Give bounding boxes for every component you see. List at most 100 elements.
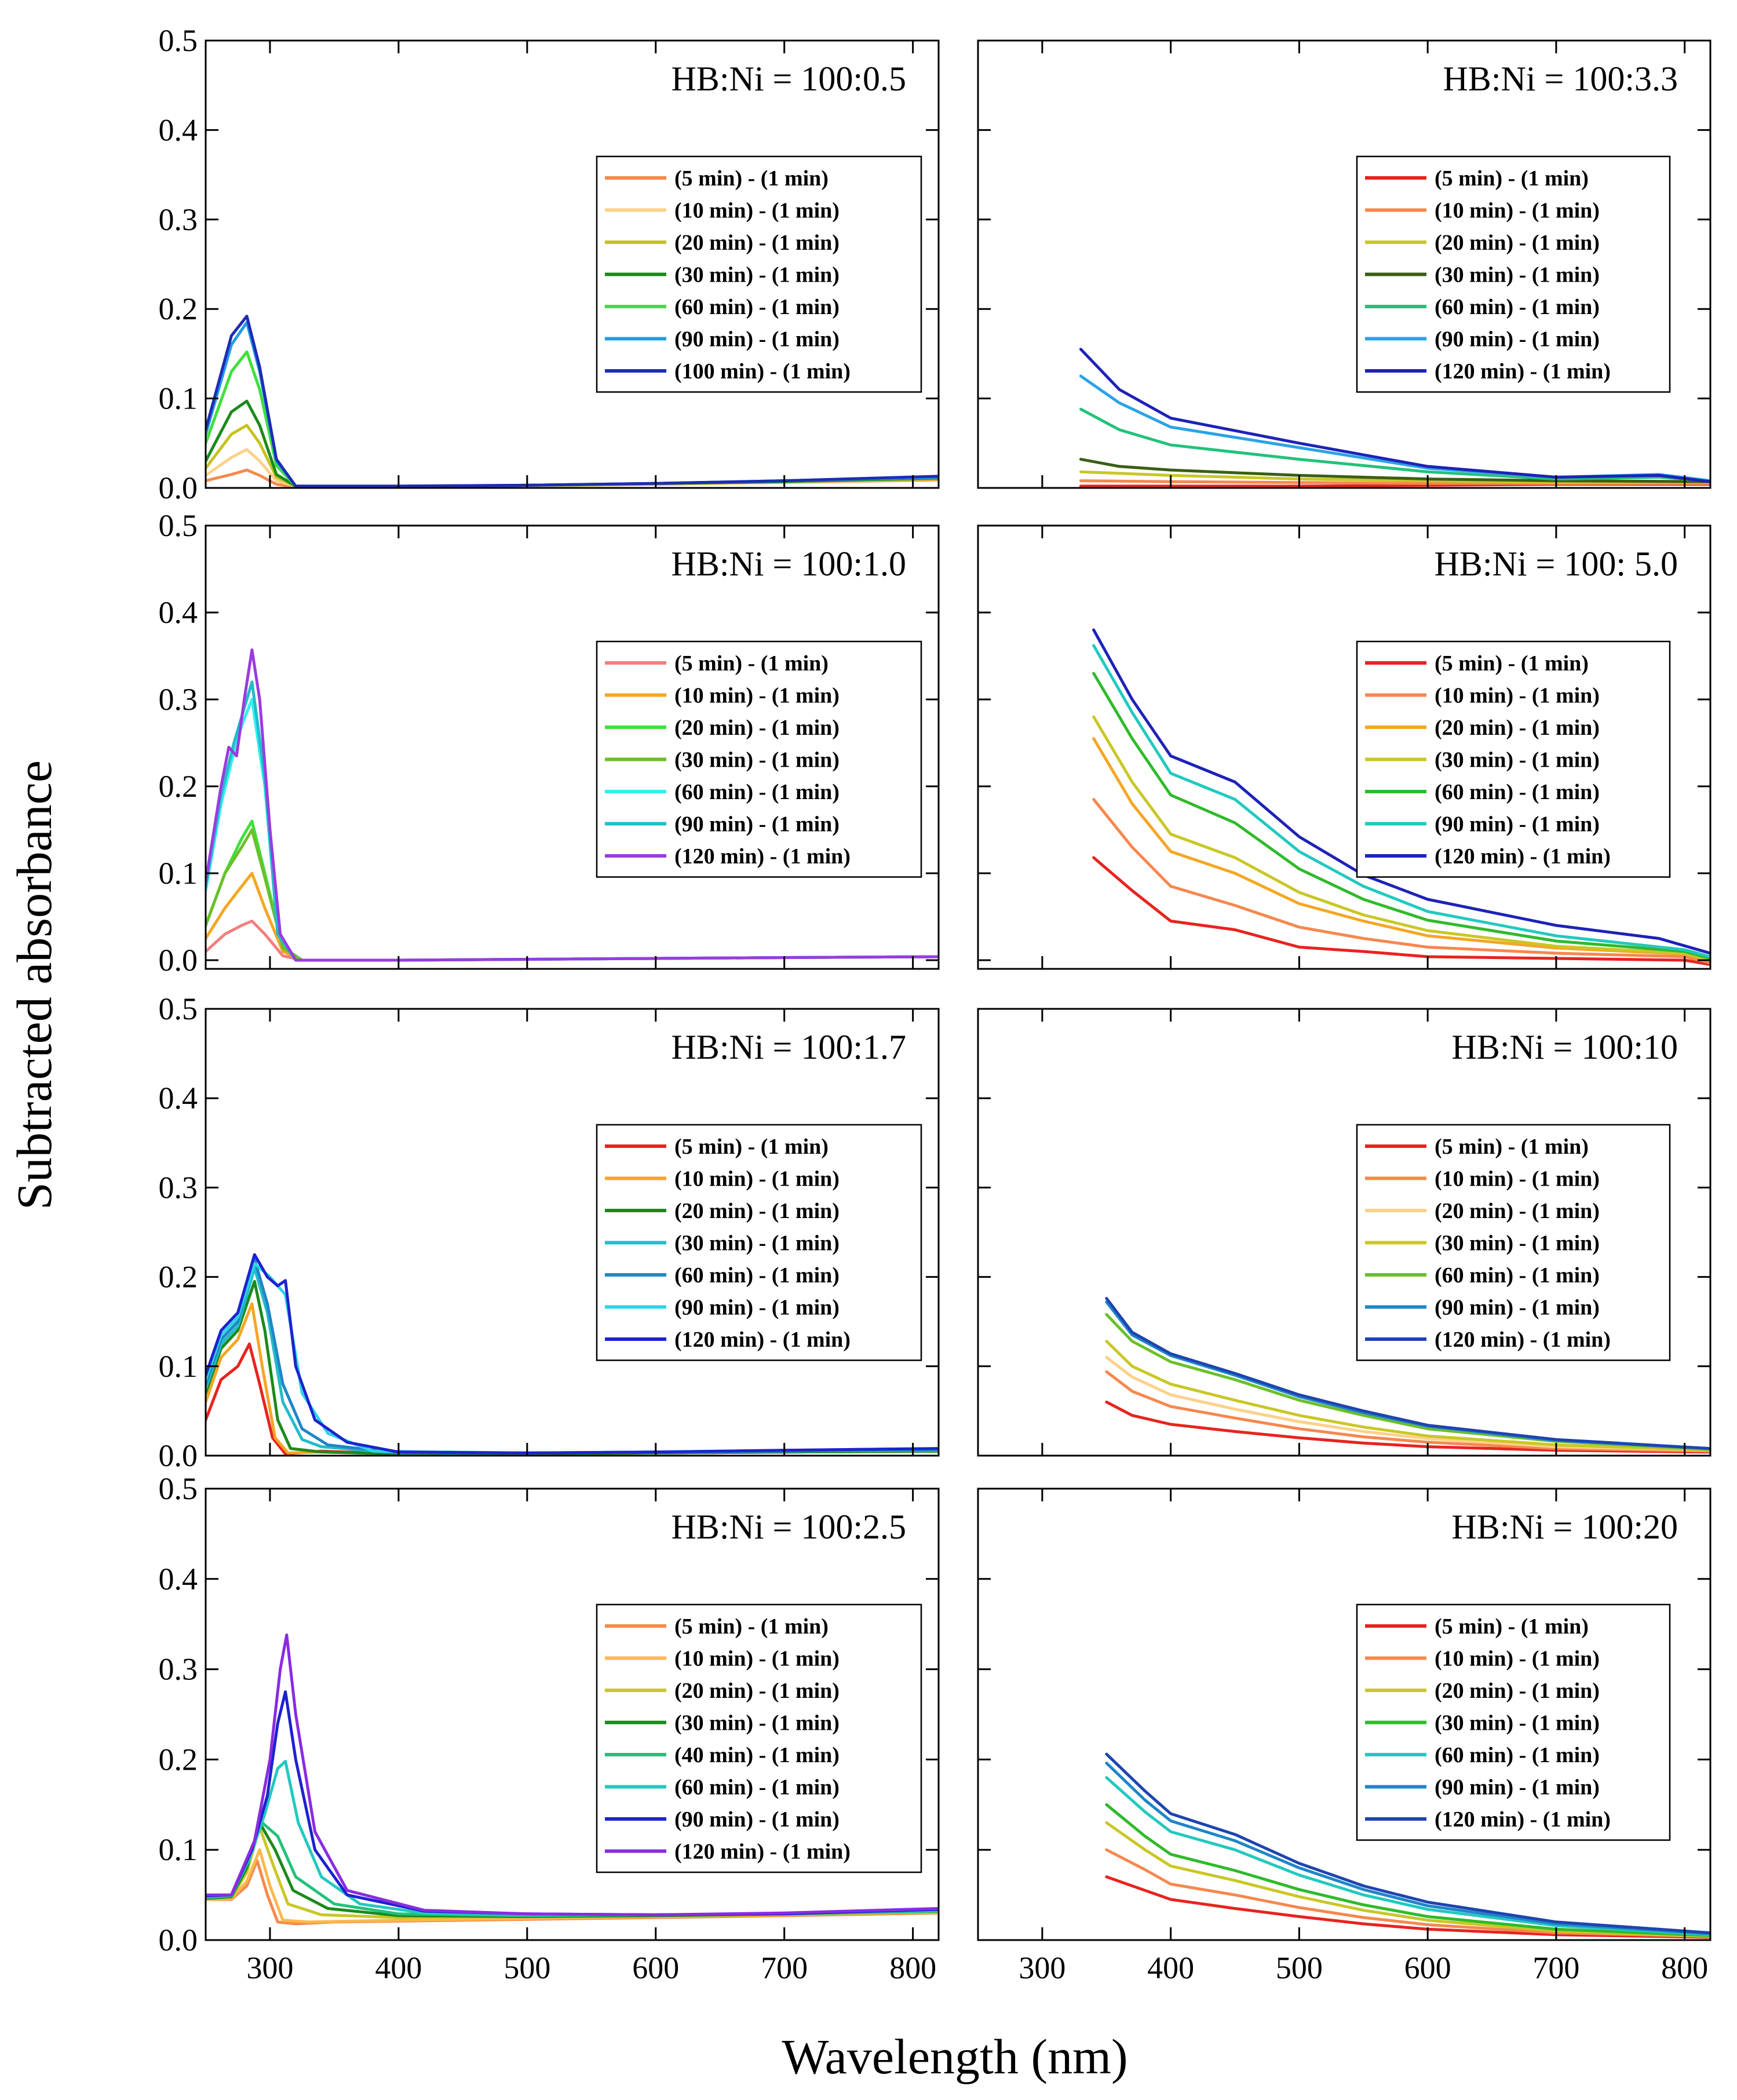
panel-3: 0.0 0.1 0.2 0.3 0.4 0.5 HB:Ni = 100:1.0 (5 min)…	[159, 508, 940, 978]
legend-label-5: (60 min) - (1 min)	[674, 780, 840, 804]
x-tick-label: 300	[246, 1950, 293, 1985]
legend-label-2: (10 min) - (1 min)	[674, 1647, 840, 1671]
series-group	[1105, 1752, 1710, 1939]
panel-title: HB:Ni = 100:0.5	[671, 60, 906, 98]
x-tick-label: 700	[1532, 1950, 1579, 1985]
y-tick-label: 0.5	[159, 991, 198, 1026]
series-line-1	[1092, 856, 1710, 966]
series-line-7	[1092, 628, 1710, 955]
legend-label-3: (20 min) - (1 min)	[1435, 231, 1600, 255]
legend-label-1: (5 min) - (1 min)	[674, 166, 829, 191]
legend-label-2: (10 min) - (1 min)	[674, 199, 840, 223]
legend-label-2: (10 min) - (1 min)	[1435, 684, 1600, 708]
panel-7: 0.0 0.1 0.2 0.3 0.4 0.5 300 400 500 600 700 800 HB:N…	[159, 1471, 940, 1985]
x-tick-label: 500	[503, 1950, 550, 1985]
y-tick-label: 0.2	[159, 291, 198, 326]
legend-label-4: (30 min) - (1 min)	[1435, 1711, 1600, 1736]
y-tick-label: 0.0	[159, 1923, 198, 1957]
y-tick-label: 0.2	[159, 769, 198, 804]
x-tick-label: 400	[375, 1950, 422, 1985]
plot-frame	[977, 39, 1712, 489]
legend-label-2: (10 min) - (1 min)	[674, 1167, 840, 1191]
y-tick-label: 0.3	[159, 1170, 198, 1205]
series-line-5	[1092, 672, 1710, 960]
series-group	[206, 1633, 939, 1926]
x-tick-label: 700	[761, 1950, 808, 1985]
legend-label-3: (20 min) - (1 min)	[674, 1199, 840, 1223]
series-line-7	[206, 648, 939, 962]
legend-label-3: (20 min) - (1 min)	[674, 231, 840, 255]
series-line-7	[206, 315, 939, 488]
legend-label-8: (120 min) - (1 min)	[674, 1840, 851, 1864]
series-line-7	[1105, 1297, 1710, 1450]
legend-label-5: (60 min) - (1 min)	[1435, 780, 1600, 804]
legend-label-5: (60 min) - (1 min)	[674, 295, 840, 319]
series-line-1	[1105, 1401, 1710, 1454]
legend-label-6: (90 min) - (1 min)	[674, 1296, 840, 1320]
legend-label-6: (90 min) - (1 min)	[674, 327, 840, 352]
legend-label-1: (5 min) - (1 min)	[1435, 651, 1589, 676]
y-tick-label: 0.0	[159, 1438, 198, 1473]
series-line-3	[1079, 470, 1710, 484]
legend-label-4: (30 min) - (1 min)	[1435, 1231, 1600, 1256]
legend-label-5: (40 min) - (1 min)	[674, 1743, 840, 1767]
legend-label-6: (90 min) - (1 min)	[1435, 327, 1600, 352]
panel-title: HB:Ni = 100:10	[1451, 1028, 1678, 1066]
y-tick-label: 0.3	[159, 1652, 198, 1687]
x-tick-label: 800	[889, 1950, 936, 1985]
legend-label-2: (10 min) - (1 min)	[674, 684, 840, 708]
y-tick-label: 0.0	[159, 471, 198, 505]
plot-frame	[977, 1488, 1712, 1941]
plot-frame	[205, 524, 940, 970]
series-line-4	[1092, 715, 1710, 962]
x-tick-label: 400	[1147, 1950, 1194, 1985]
y-tick-label: 0.1	[159, 1349, 198, 1384]
legend-label-4: (30 min) - (1 min)	[674, 263, 840, 287]
legend-label-4: (30 min) - (1 min)	[1435, 263, 1600, 287]
series-line-4	[1105, 1803, 1710, 1937]
legend-label-6: (90 min) - (1 min)	[674, 812, 840, 837]
panels: 0.0 0.1 0.2 0.3 0.4 0.5 HB:Ni = 100:0.5 (5 min)…	[159, 23, 1712, 1985]
x-tick-label: 600	[632, 1950, 679, 1985]
legend-label-6: (60 min) - (1 min)	[674, 1775, 840, 1800]
legend-box	[596, 1603, 922, 1873]
panel-title: HB:Ni = 100:2.5	[671, 1508, 906, 1546]
y-tick-label: 0.5	[159, 508, 198, 543]
legend-label-4: (30 min) - (1 min)	[674, 748, 840, 772]
series-line-4	[1105, 1340, 1710, 1452]
y-tick-label: 0.2	[159, 1260, 198, 1295]
x-tick-label: 600	[1404, 1950, 1451, 1985]
x-axis-title: Wavelength (nm)	[782, 2029, 1127, 2084]
y-tick-label: 0.1	[159, 1832, 198, 1867]
panel-title: HB:Ni = 100:1.0	[671, 545, 906, 583]
panel-2: HB:Ni = 100:3.3 (5 min) - (1 min) (10 min)…	[977, 39, 1712, 489]
legend-label-3: (20 min) - (1 min)	[674, 716, 840, 740]
y-tick-label: 0.3	[159, 682, 198, 717]
panel-title: HB:Ni = 100:1.7	[671, 1028, 906, 1066]
series-line-3	[1105, 1821, 1710, 1938]
panel-5: 0.0 0.1 0.2 0.3 0.4 0.5 HB:Ni = 100:1.7 (5 min)…	[159, 991, 940, 1473]
series-line-6	[1092, 644, 1710, 958]
y-tick-label: 0.4	[159, 1562, 198, 1596]
series-line-2	[1105, 1848, 1710, 1938]
legend-label-5: (60 min) - (1 min)	[674, 1263, 840, 1288]
plot-frame	[205, 1488, 940, 1941]
panel-title: HB:Ni = 100:20	[1451, 1508, 1678, 1546]
legend-label-5: (60 min) - (1 min)	[1435, 1263, 1600, 1288]
series-line-5	[1079, 407, 1710, 483]
legend-label-2: (10 min) - (1 min)	[1435, 199, 1600, 223]
legend-label-1: (5 min) - (1 min)	[1435, 1614, 1589, 1639]
panel-1: 0.0 0.1 0.2 0.3 0.4 0.5 HB:Ni = 100:0.5 (5 min)…	[159, 23, 940, 505]
legend-label-1: (5 min) - (1 min)	[674, 1135, 829, 1159]
legend-label-1: (5 min) - (1 min)	[1435, 166, 1589, 191]
legend-label-2: (10 min) - (1 min)	[1435, 1647, 1600, 1671]
legend-label-3: (20 min) - (1 min)	[1435, 1199, 1600, 1223]
y-tick-label: 0.2	[159, 1742, 198, 1777]
legend-label-5: (60 min) - (1 min)	[1435, 295, 1600, 319]
series-line-7	[1105, 1752, 1710, 1934]
series-group	[1092, 628, 1710, 966]
series-line-6	[1105, 1762, 1710, 1935]
legend-label-7: (120 min) - (1 min)	[1435, 844, 1611, 869]
series-line-7	[206, 1253, 939, 1454]
